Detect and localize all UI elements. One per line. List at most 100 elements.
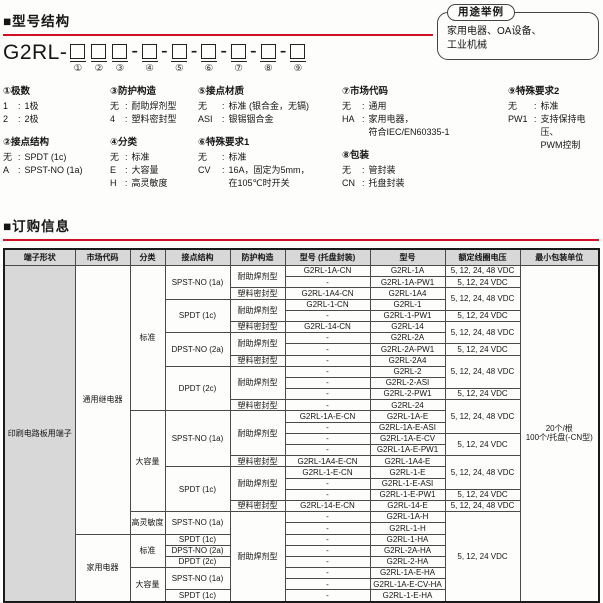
table-cell: DPST-NO (2a) (164, 332, 231, 367)
model-digit-unit: ⑧ (258, 44, 279, 74)
table-cell: G2RL-1-E-HA (369, 589, 446, 603)
spec-item-colon: : (125, 178, 128, 188)
digit-number: ⑨ (293, 63, 303, 74)
digit-underline (171, 61, 188, 62)
spec-item-value: SPDT (1c) (24, 152, 67, 162)
model-digit-unit: ⑥ (198, 44, 219, 74)
spec-item-code: 无 (198, 152, 208, 162)
spec-item-code: 无 (508, 101, 518, 111)
model-digit-box (201, 44, 217, 59)
table-header-cell: 分类 (129, 248, 166, 266)
spec-item-value: 管封装 (368, 165, 396, 175)
table-cell: - (284, 533, 371, 546)
table-row: - G2RL-1A-PW1 5, 12, 24 VDC (4, 276, 599, 289)
ordering-table: 端子形状 市场代码 分类 接点结构 防护构造 型号 (托盘封装) 型号 额定线圈电压 最小包装单… (3, 248, 600, 603)
spec-group-title: ⑥特殊要求1 (198, 137, 250, 148)
table-cell: 5, 12, 24, 48 VDC (444, 287, 521, 311)
digit-underline (111, 61, 128, 62)
spec-item: E: 大容量 (110, 164, 192, 177)
table-row: - G2RL-2A-PW1 5, 12, 24 VDC (4, 343, 599, 356)
model-digit-box (290, 44, 306, 59)
table-cell: 塑料密封型 (229, 499, 286, 513)
table-cell: - (284, 567, 371, 580)
table-cell: G2RL-1A-CN (284, 264, 371, 278)
table-row: DPST-NO (2a) 耐助焊剂型 - G2RL-2A (4, 332, 599, 367)
table-cell: 5, 12, 24 VDC (444, 309, 521, 322)
spec-item: H: 高灵敏度 (110, 177, 192, 190)
table-row: 塑料密封型 - G2RL-24 5, 12, 24, 48 VDC (4, 399, 599, 434)
digit-underline (260, 61, 277, 62)
spec-group-title: ②接点结构 (3, 137, 50, 148)
table-cell: G2RL-1A4-E-CN (284, 455, 371, 468)
table-cell: G2RL-1A-E-CN (284, 410, 371, 423)
table-row: - G2RL-1A-E-CV 5, 12, 24 VDC (4, 432, 599, 457)
spec-item: 无: 耐助焊剂型 (110, 100, 192, 113)
spec-item-value: 2极 (24, 114, 39, 124)
spec-item: PW1: 支持保持电压、 PWM控制 (508, 113, 594, 152)
table-cell: G2RL-1A-E-CV (369, 432, 446, 446)
spec-item-value: 1极 (24, 101, 39, 111)
table-cell: - (284, 432, 371, 446)
spec-item-value: 16A，固定为5mm， 在105℃时开关 (228, 165, 310, 188)
table-cell: SPST-NO (1a) (164, 410, 231, 468)
digit-underline (90, 61, 107, 62)
model-digit-separator: - (190, 40, 198, 62)
table-cell: 耐助焊剂型 (229, 332, 286, 356)
table-cell: 塑料密封型 (229, 287, 286, 300)
table-cell: 5, 12, 24, 48 VDC (444, 399, 521, 434)
model-digit-unit: ② (88, 44, 109, 74)
spec-item: 无: 标准 (110, 151, 192, 164)
table-cell: DPST-NO (2a) (164, 544, 231, 557)
spec-item-value: 通用 (368, 101, 387, 111)
spec-item-code: PW1 (508, 114, 528, 124)
table-cell: 大容量 (129, 567, 166, 603)
spec-columns: ①极数 1:1极 2:2极 ②接点结构无: SPDT (1c) A: SPST-NO (1a… (3, 83, 600, 198)
spec-item-value: 托盘封装 (368, 178, 405, 188)
table-cell: G2RL-2A (369, 332, 446, 345)
table-cell: G2RL-1-CN (284, 298, 371, 311)
table-row: - G2RL-1A-E-PW1 (4, 443, 599, 457)
table-row: 印刷电路板用端子 通用继电器 标准 SPST-NO (1a) 耐助焊剂型 G2RL-1A-… (3, 264, 600, 603)
spec-item-colon: : (362, 165, 365, 175)
table-cell: 耐助焊剂型 (229, 298, 286, 322)
spec-item: CV:16A，固定为5mm， 在105℃时开关 (198, 164, 336, 190)
spec-group: ⑤接点材质无: 标准 (银合金，无镉) ASI: 银锡铟合金 (198, 83, 336, 126)
table-cell: 20个/根 100个/托盘(-CN型) (519, 264, 600, 603)
spec-group-title: ⑦市场代码 (342, 86, 389, 97)
table-cell: G2RL-14-E-CN (284, 499, 371, 513)
spec-item: 无: SPDT (1c) (3, 151, 104, 164)
spec-item-value: 耐助焊剂型 (131, 101, 177, 111)
model-digit-unit: ⑨ (287, 44, 308, 74)
table-cell: G2RL-1A-E-PW1 (369, 443, 446, 457)
table-cell: G2RL-14-CN (284, 320, 371, 334)
table-cell: G2RL-1A-E-HA (369, 567, 446, 580)
table-cell: DPDT (2c) (164, 365, 231, 412)
table-cell: DPDT (2c) (164, 555, 231, 569)
table-cell: 标准 (129, 533, 166, 569)
model-digit-box (260, 44, 276, 59)
spec-group: ⑥特殊要求1 无: 标准 CV:16A，固定为5mm， 在105℃时开关 (198, 134, 336, 190)
table-header-cell: 型号 (托盘封装) (284, 248, 371, 266)
table-header-cell: 最小包装单位 (519, 248, 600, 266)
table-cell: - (284, 276, 371, 289)
digit-number: ④ (145, 63, 154, 74)
table-row: - G2RL-1-E-ASI (4, 477, 599, 490)
table-cell: G2RL-1A-E (369, 410, 446, 423)
spec-group-title: ③防护构造 (110, 86, 157, 97)
spec-item-code: CV (198, 165, 211, 175)
model-digit-box (142, 44, 158, 59)
spec-item-value: 家用电器， 符合IEC/EN60335-1 (368, 114, 450, 137)
table-cell: G2RL-1A-PW1 (369, 276, 446, 289)
table-cell: 耐助焊剂型 (229, 410, 286, 457)
table-cell: 高灵敏度 (129, 511, 166, 535)
spec-group: ④分类无: 标准 E: 大容量 H: 高灵敏度 (110, 134, 192, 190)
table-cell: - (284, 511, 371, 524)
spec-item: CN: 托盘封装 (342, 177, 502, 190)
model-digit-unit: ① (67, 44, 88, 74)
table-cell: G2RL-14-E (369, 499, 446, 513)
spec-item-code: 2 (3, 114, 9, 124)
digit-underline (69, 61, 86, 62)
model-digit-unit: ④ (139, 44, 160, 74)
spec-group: ①极数 1:1极 2:2极 (3, 83, 104, 126)
table-row: DPDT (2c) 耐助焊剂型 - G2RL-2 (4, 365, 599, 412)
